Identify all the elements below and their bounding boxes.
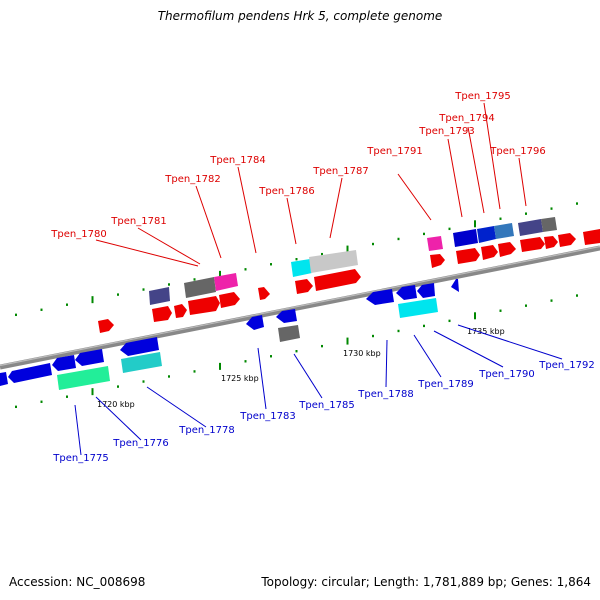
leader-line-Tpen_1788 [385,339,388,388]
leader-line-Tpen_1786 [286,197,297,245]
map-title: Thermofilum pendens Hrk 5, complete geno… [157,9,443,23]
leader-line-Tpen_1784 [237,166,257,254]
gene-rev-1789[interactable] [396,285,417,300]
gene-Tpen_1787[interactable] [314,269,361,291]
scale-label-1730: 1730 kbp [343,349,381,358]
gene-cyan-1786[interactable] [291,259,312,277]
gene-rev-1776a[interactable] [52,355,76,371]
gene-magenta-1782[interactable] [214,273,238,291]
leader-line-Tpen_1778 [146,386,207,428]
gene-label-Tpen_1790[interactable]: Tpen_1790 [478,369,534,380]
gene-label-Tpen_1783[interactable]: Tpen_1783 [239,411,295,422]
gene-label-Tpen_1791[interactable]: Tpen_1791 [366,146,422,157]
gene-1796b[interactable] [544,236,558,249]
leader-line-Tpen_1793 [447,138,463,218]
leader-line-Tpen_1789 [413,334,442,378]
leader-line-Tpen_1792 [457,324,563,360]
leader-line-Tpen_1794 [467,126,485,214]
gene-magenta-1791[interactable] [427,236,443,251]
accession-text: Accession: NC_008698 [9,575,146,589]
gene-label-Tpen_1782[interactable]: Tpen_1782 [164,174,220,185]
gene-Tpen_1781[interactable] [174,304,187,318]
gene-label-Tpen_1786[interactable]: Tpen_1786 [258,186,314,197]
gene-label-Tpen_1793[interactable]: Tpen_1793 [418,126,474,137]
genome-summary-text: Topology: circular; Length: 1,781,889 bp… [261,575,591,589]
gene-cyan-1789[interactable] [398,298,438,318]
gene-Tpen_1793[interactable] [456,248,480,264]
gene-label-Tpen_1784[interactable]: Tpen_1784 [209,155,265,166]
leader-line-Tpen_1796 [518,157,527,207]
gene-rev-1785[interactable] [276,309,297,323]
gene-rev-1775a[interactable] [8,363,52,383]
gene-labels: Tpen_1780 Tpen_1781 Tpen_1782 Tpen_1784 Tpen… [50,91,594,464]
scale-label-1725: 1725 kbp [221,374,259,383]
reverse-strand [0,279,459,390]
gene-label-Tpen_1775[interactable]: Tpen_1775 [52,453,108,464]
gene-far-left-forward[interactable] [98,319,114,333]
leader-line-Tpen_1790 [433,330,504,368]
gene-label-Tpen_1794[interactable]: Tpen_1794 [438,113,494,124]
gene-teal-1776[interactable] [121,352,162,373]
leader-line-Tpen_1795 [483,102,501,210]
leader-line-Tpen_1775 [74,404,82,456]
genome-backbone [0,245,600,370]
genome-backbone-highlight [0,245,600,367]
scale-label-1720: 1720 kbp [97,400,135,409]
gene-1796c[interactable] [558,233,576,247]
gene-label-Tpen_1781[interactable]: Tpen_1781 [110,216,166,227]
gene-gray-1782[interactable] [184,277,216,298]
gene-rev-edge[interactable] [0,372,8,386]
gene-label-Tpen_1778[interactable]: Tpen_1778 [178,425,234,436]
gene-rev-1790[interactable] [417,283,435,298]
gene-steel-1795[interactable] [494,223,514,239]
leader-line-Tpen_1787 [329,177,343,239]
leader-line-Tpen_1780 [95,239,199,267]
gene-label-Tpen_1787[interactable]: Tpen_1787 [312,166,368,177]
leader-line-Tpen_1782 [195,185,222,259]
gene-label-Tpen_1776[interactable]: Tpen_1776 [112,438,168,449]
leader-line-Tpen_1783 [257,347,267,410]
gene-blue-1793[interactable] [453,229,478,247]
gene-label-Tpen_1780[interactable]: Tpen_1780 [50,229,106,240]
gene-rev-1783[interactable] [246,315,264,330]
gene-label-Tpen_1785[interactable]: Tpen_1785 [298,400,354,411]
leader-line-Tpen_1781 [137,227,201,265]
gene-rev-1788[interactable] [366,289,394,305]
gene-label-Tpen_1796[interactable]: Tpen_1796 [489,146,545,157]
leader-line-Tpen_1791 [397,173,432,221]
gene-Tpen_1786[interactable] [295,279,313,294]
gene-gray-1785[interactable] [278,325,300,342]
gene-label-Tpen_1788[interactable]: Tpen_1788 [357,389,413,400]
gene-rev-1776b[interactable] [75,349,104,366]
gene-green-1775[interactable] [57,366,110,390]
gene-Tpen_1795[interactable] [498,242,516,257]
gene-Tpen_1791[interactable] [430,254,445,268]
gene-Tpen_1794[interactable] [481,245,498,260]
gene-label-Tpen_1795[interactable]: Tpen_1795 [454,91,510,102]
gene-1796d[interactable] [583,229,600,245]
gene-Tpen_1780[interactable] [152,306,172,322]
gene-label-Tpen_1789[interactable]: Tpen_1789 [417,379,473,390]
gene-Tpen_1782[interactable] [188,296,220,315]
gene-gray-1796[interactable] [541,217,557,232]
gene-purple-1781[interactable] [149,287,170,305]
gene-lightgray-1787[interactable] [309,250,358,273]
gene-purple-1796[interactable] [518,219,543,236]
gene-blue-1794[interactable] [477,226,496,243]
gene-rev-1778[interactable] [120,337,159,356]
leader-line-Tpen_1785 [293,353,323,399]
gene-label-Tpen_1792[interactable]: Tpen_1792 [538,360,594,371]
gene-Tpen_1784[interactable] [258,287,270,300]
gene-rev-1792[interactable] [451,279,459,292]
gene-1782b[interactable] [219,292,240,308]
forward-strand [98,217,600,333]
gene-Tpen_1796[interactable] [520,237,545,252]
scale-label-1735: 1735 kbp [467,327,505,336]
leader-line-Tpen_1776 [95,396,142,441]
